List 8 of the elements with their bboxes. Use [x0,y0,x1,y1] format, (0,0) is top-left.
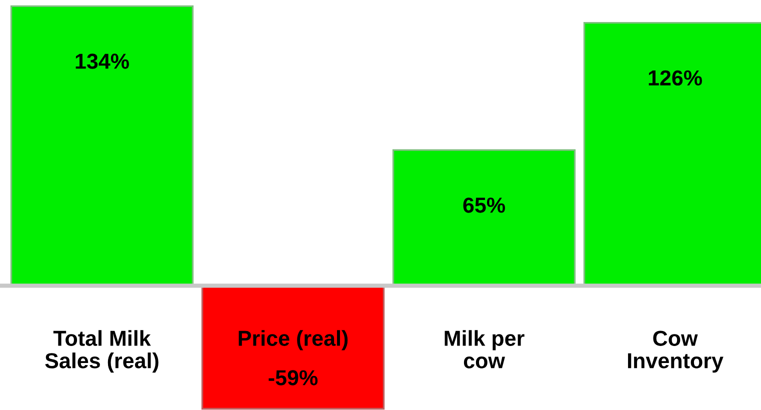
x-tick-label: Cow Inventory [628,330,724,373]
data-label: 65% [463,198,506,213]
data-label: 134% [76,54,129,69]
x-tick-label: Milk per cow [444,330,524,368]
data-label: -59% [268,370,318,386]
x-tick-label: Price (real) [238,330,348,350]
x-tick-label: Total Milk Sales (real) [45,330,158,373]
data-label: 126% [648,70,702,86]
